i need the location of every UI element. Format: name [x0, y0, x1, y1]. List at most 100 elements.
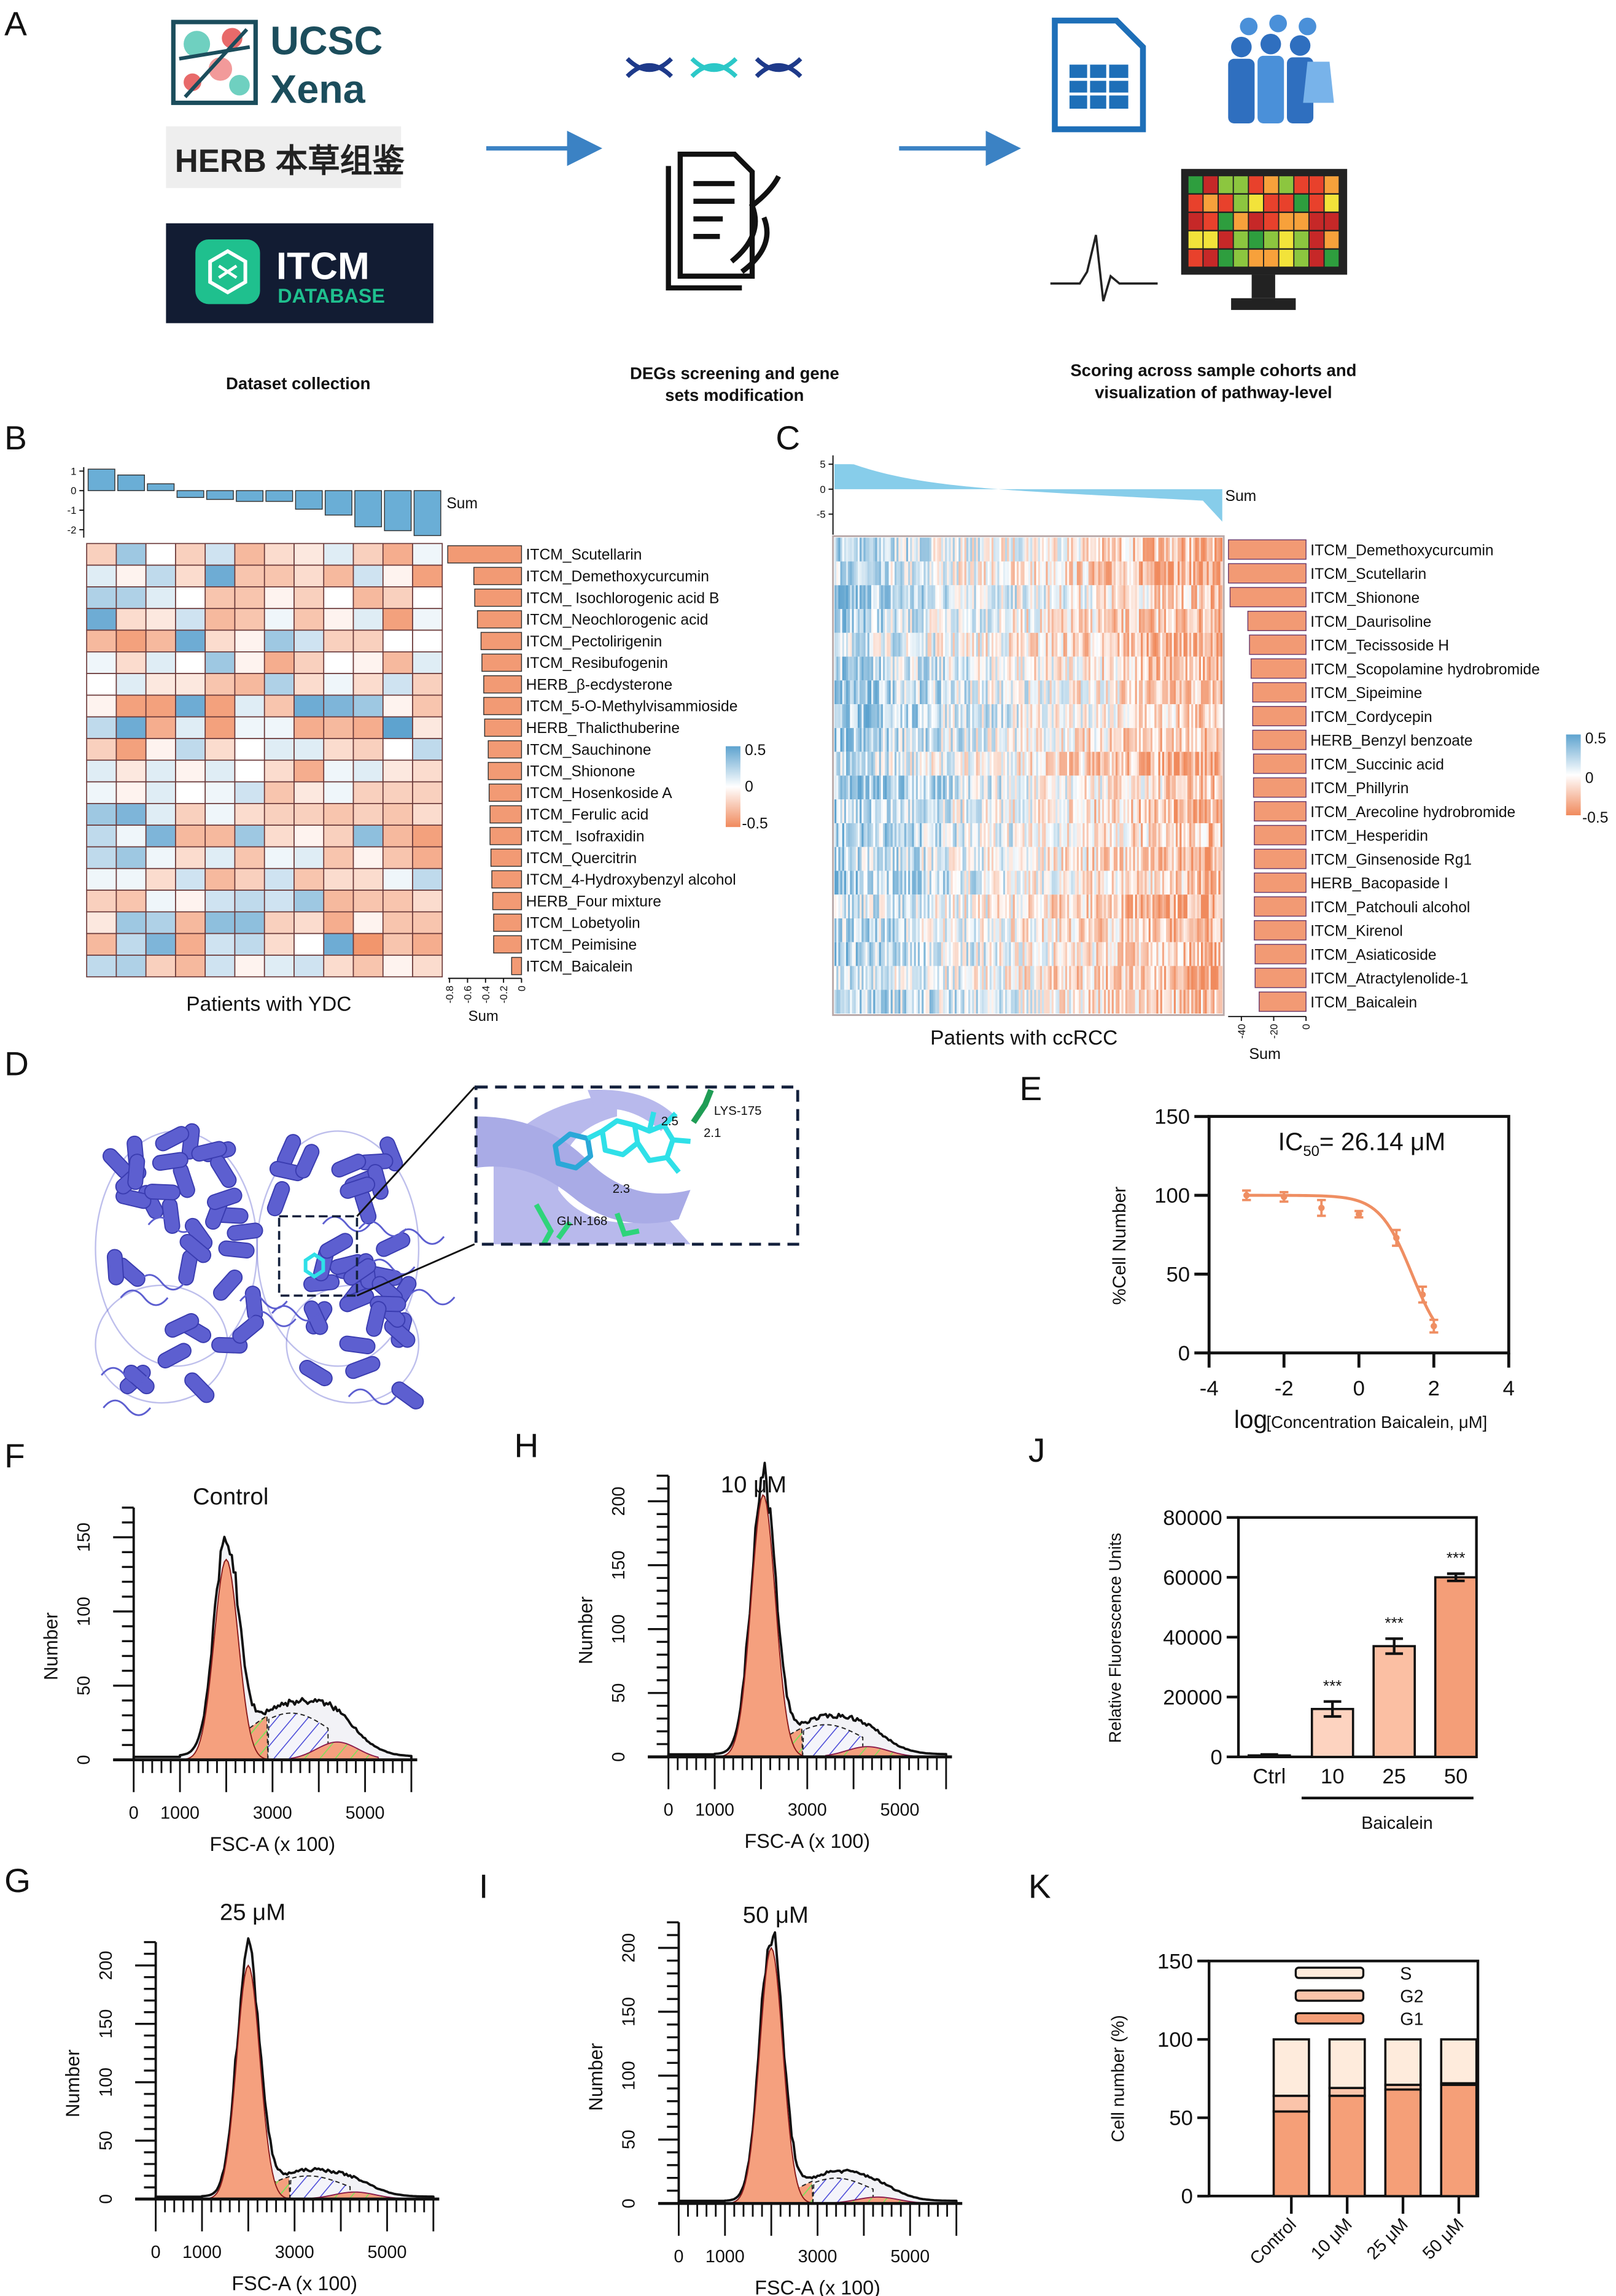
heatmap-cell	[947, 918, 949, 942]
heatmap-cell	[323, 955, 354, 978]
heatmap-cell	[1179, 585, 1182, 610]
heatmap-cell	[175, 694, 206, 718]
heatmap-cell	[1179, 680, 1182, 705]
heatmap-cell	[873, 799, 876, 823]
heatmap-cell	[927, 632, 930, 657]
heatmap-cell	[1038, 871, 1041, 895]
heatmap-cell	[1024, 537, 1027, 562]
heatmap-cell	[902, 585, 905, 610]
heatmap-cell	[1019, 561, 1021, 586]
heatmap-cell	[1144, 990, 1147, 1014]
heatmap-cell	[1198, 585, 1202, 610]
heatmap-cell	[1030, 680, 1033, 705]
heatmap-cell	[1057, 561, 1060, 586]
heatmap-cell	[836, 632, 839, 657]
heatmap-cell	[1100, 966, 1103, 990]
heatmap-cell	[861, 609, 864, 633]
heatmap-cell	[939, 727, 942, 752]
heatmap-cell	[857, 704, 860, 728]
heatmap-cell	[962, 632, 965, 657]
j-significance: ***	[1447, 1549, 1466, 1567]
heatmap-cell	[1179, 704, 1182, 728]
heatmap-cell	[1073, 847, 1076, 871]
heatmap-cell	[880, 823, 884, 847]
heatmap-cell	[836, 727, 839, 752]
heatmap-cell	[952, 918, 955, 942]
helix-ribbon	[266, 1181, 290, 1217]
heatmap-cell	[991, 799, 994, 823]
heatmap-cell	[1086, 894, 1089, 918]
heatmap-cell	[945, 918, 947, 942]
heatmap-cell	[933, 871, 936, 895]
heatmap-cell	[1181, 585, 1184, 610]
heatmap-cell	[861, 561, 864, 586]
heatmap-cell	[115, 759, 147, 783]
heatmap-cell	[1001, 799, 1004, 823]
heatmap-cell	[931, 942, 934, 966]
heatmap-cell	[1003, 823, 1006, 847]
heatmap-cell	[877, 632, 880, 657]
heatmap-cell	[890, 561, 893, 586]
heatmap-cell	[848, 656, 850, 681]
heatmap-cell	[896, 680, 899, 705]
heatmap-cell	[863, 775, 866, 800]
heatmap-cell	[1049, 966, 1052, 990]
heatmap-cell	[412, 673, 443, 696]
heatmap-cell	[1210, 609, 1213, 633]
heatmap-cell	[1076, 823, 1079, 847]
heatmap-cell	[1096, 894, 1098, 918]
heatmap-cell	[1039, 799, 1043, 823]
heatmap-cell	[1109, 799, 1113, 823]
heatmap-cell	[925, 894, 928, 918]
heatmap-cell	[1144, 871, 1147, 895]
heatmap-cell	[925, 561, 928, 586]
heatmap-cell	[1034, 727, 1036, 752]
heatmap-cell	[1162, 775, 1165, 800]
heatmap-cell	[1051, 680, 1054, 705]
heatmap-cell	[880, 656, 884, 681]
heatmap-cell	[145, 867, 176, 891]
heatmap-cell	[1116, 942, 1118, 966]
heatmap-cell	[1183, 966, 1186, 990]
heatmap-cell	[1183, 942, 1186, 966]
heatmap-cell	[1044, 894, 1046, 918]
heatmap-cell	[115, 564, 147, 588]
heatmap-cell	[942, 871, 946, 895]
heatmap-cell	[1096, 775, 1098, 800]
heatmap-cell	[887, 823, 889, 847]
heatmap-cell	[1034, 585, 1036, 610]
monitor-heatmap-cell	[1294, 249, 1308, 267]
heatmap-cell	[855, 775, 858, 800]
heatmap-cell	[1079, 727, 1081, 752]
heatmap-cell	[834, 537, 837, 562]
heatmap-cell	[968, 704, 971, 728]
heatmap-cell	[995, 680, 998, 705]
heatmap-cell	[1123, 656, 1126, 681]
heatmap-cell	[1028, 990, 1031, 1014]
heatmap-cell	[958, 751, 961, 776]
heatmap-cell	[1146, 966, 1149, 990]
heatmap-cell	[949, 609, 951, 633]
heatmap-cell	[906, 918, 909, 942]
heatmap-cell	[1117, 561, 1120, 586]
heatmap-cell	[1009, 537, 1011, 562]
heatmap-cell	[939, 942, 942, 966]
heatmap-cell	[945, 704, 947, 728]
heatmap-cell	[1144, 775, 1147, 800]
j-significance: ***	[1323, 1677, 1342, 1695]
heatmap-cell	[925, 966, 928, 990]
heatmap-cell	[890, 656, 893, 681]
heatmap-cell	[920, 704, 922, 728]
heatmap-cell	[853, 751, 857, 776]
heatmap-cell	[1121, 656, 1124, 681]
b-row-label: ITCM_Demethoxycurcumin	[526, 568, 709, 585]
heatmap-cell	[1205, 871, 1207, 895]
heatmap-cell	[1129, 751, 1132, 776]
heatmap-cell	[1005, 990, 1008, 1014]
heatmap-cell	[1173, 751, 1176, 776]
heatmap-cell	[1026, 918, 1029, 942]
heatmap-cell	[1046, 609, 1048, 633]
heatmap-cell	[904, 871, 907, 895]
heatmap-cell	[933, 537, 936, 562]
heatmap-cell	[923, 942, 926, 966]
